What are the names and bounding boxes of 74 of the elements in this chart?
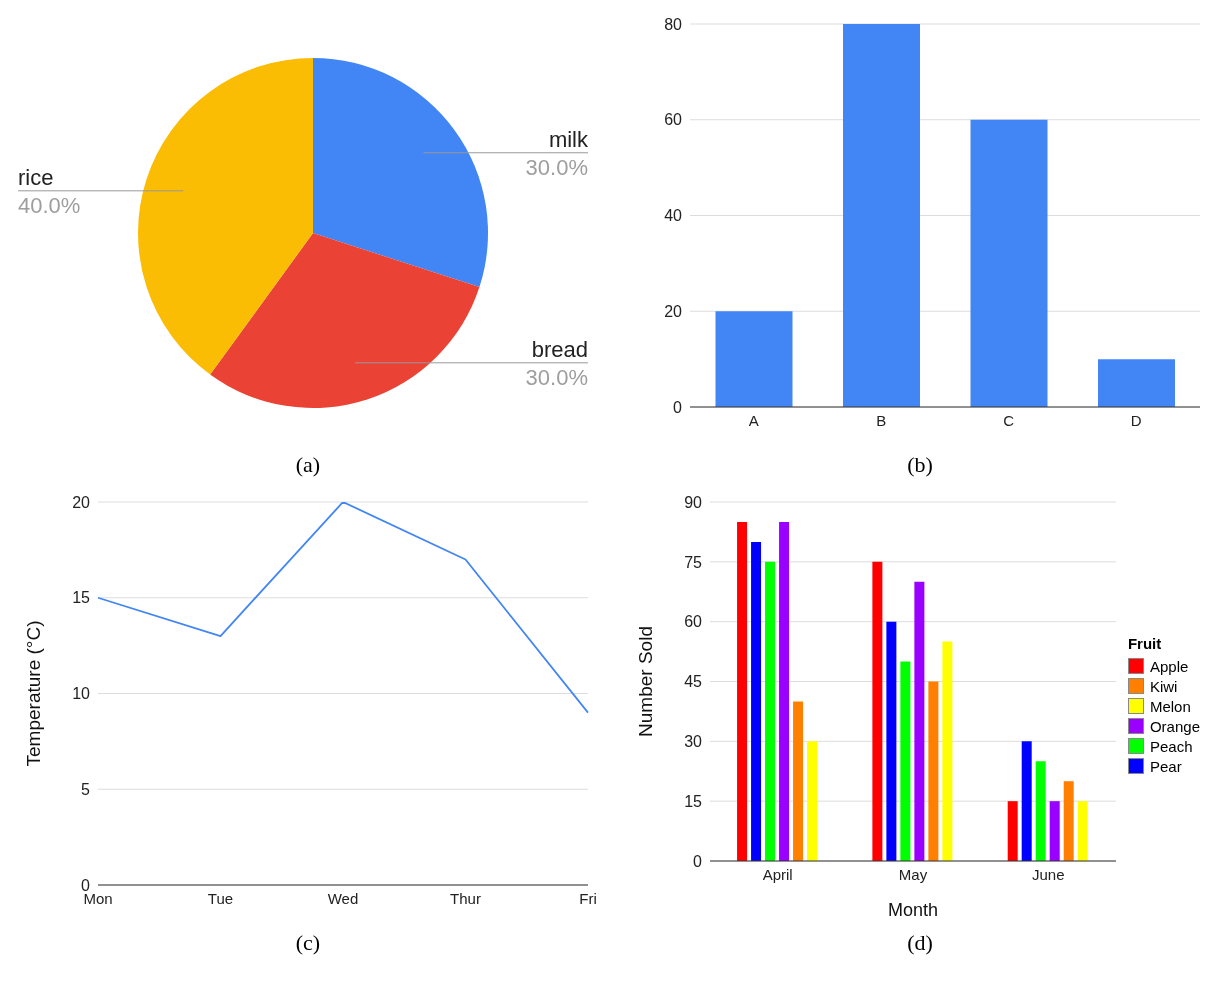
y-axis-title: Number Sold <box>634 626 656 737</box>
bar <box>765 561 776 861</box>
y-tick-label: 0 <box>81 876 91 894</box>
legend-label: Apple <box>1149 657 1189 675</box>
y-tick-label: 45 <box>684 673 703 691</box>
pie-slice <box>210 233 480 408</box>
y-axis-title: Temperature (°C) <box>22 620 44 767</box>
legend-label: Melon <box>1149 697 1191 715</box>
bar <box>1077 801 1088 861</box>
text: (a) <box>294 452 322 478</box>
x-tick-label: C <box>1003 411 1015 429</box>
x-tick-label: D <box>1130 411 1142 429</box>
x-axis-title: Month <box>887 900 938 920</box>
x-tick-label: Tue <box>207 889 234 907</box>
y-tick-label: 60 <box>684 613 703 631</box>
x-tick-label: May <box>898 865 928 883</box>
data-label: 30.0% <box>525 154 588 180</box>
y-tick-label: 15 <box>684 792 703 810</box>
x-tick-label: A <box>748 411 759 429</box>
bar <box>872 561 883 861</box>
bar <box>914 581 925 861</box>
bar <box>1021 741 1032 861</box>
y-tick-label: 30 <box>684 733 703 751</box>
y-tick-label: 60 <box>664 111 683 129</box>
slice-label: rice <box>18 164 54 190</box>
y-tick-label: 90 <box>684 493 703 511</box>
line-series <box>97 502 589 714</box>
bar <box>1007 801 1018 861</box>
y-tick-label: 15 <box>72 589 91 607</box>
y-tick-label: 20 <box>72 493 91 511</box>
bar <box>928 681 939 861</box>
bar <box>886 621 897 861</box>
text: (c) <box>294 930 322 956</box>
legend-label: Orange <box>1149 717 1200 735</box>
y-tick-label: 0 <box>693 852 703 870</box>
x-tick-label: April <box>762 865 793 883</box>
x-tick-label: Fri <box>579 889 597 907</box>
bar <box>715 311 793 407</box>
legend-label: Kiwi <box>1149 677 1178 695</box>
pie-slice <box>313 58 488 288</box>
y-tick-label: 0 <box>673 398 683 416</box>
bar <box>737 521 748 861</box>
bar <box>843 24 920 407</box>
bar <box>1063 781 1074 861</box>
y-tick-label: 20 <box>664 302 683 320</box>
bar <box>1098 359 1175 407</box>
y-tick-label: 40 <box>664 207 683 225</box>
text: (b) <box>906 452 934 478</box>
bar <box>942 641 953 861</box>
y-tick-label: 10 <box>72 685 91 703</box>
x-tick-label: Thur <box>450 889 481 907</box>
bar <box>1049 801 1060 861</box>
text: (d) <box>906 930 934 956</box>
bar <box>807 741 818 861</box>
bar <box>1035 761 1046 861</box>
pie-slice <box>138 58 313 375</box>
data-label: 40.0% <box>18 192 81 218</box>
y-tick-label: 5 <box>81 780 91 798</box>
bar <box>779 521 790 861</box>
y-tick-label: 80 <box>664 15 683 33</box>
slice-label: milk <box>548 126 589 152</box>
legend-title: Fruit <box>1127 634 1163 652</box>
bar <box>900 661 911 861</box>
bar <box>751 541 762 861</box>
legend-label: Peach <box>1149 737 1193 755</box>
legend-label: Pear <box>1149 757 1182 775</box>
bar <box>793 701 804 861</box>
data-label: 30.0% <box>525 364 588 390</box>
y-tick-label: 75 <box>684 553 703 571</box>
slice-label: bread <box>531 336 588 362</box>
bar <box>970 119 1048 407</box>
x-tick-label: June <box>1032 865 1065 883</box>
x-tick-label: Wed <box>327 889 359 907</box>
x-tick-label: B <box>876 411 887 429</box>
